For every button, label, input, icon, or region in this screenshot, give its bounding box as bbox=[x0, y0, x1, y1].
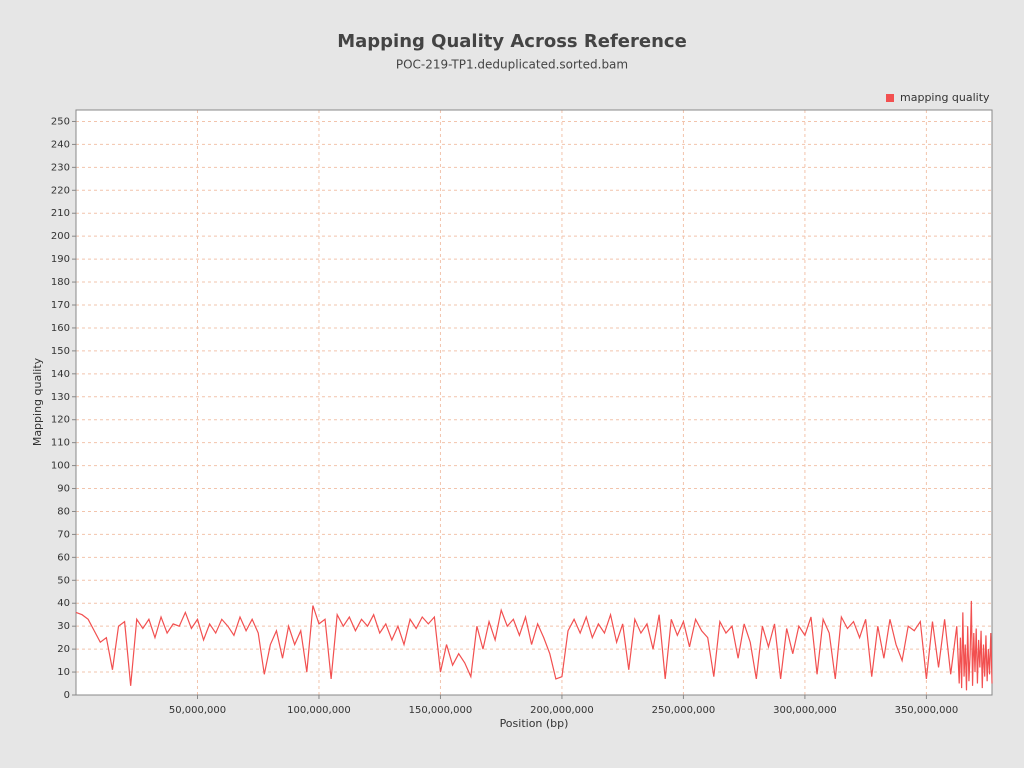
y-tick-label: 40 bbox=[57, 598, 70, 609]
y-tick-label: 220 bbox=[51, 185, 70, 196]
x-tick-label: 300,000,000 bbox=[773, 705, 837, 716]
x-tick-label: 250,000,000 bbox=[652, 705, 716, 716]
x-tick-label: 50,000,000 bbox=[169, 705, 226, 716]
data-line bbox=[75, 600, 993, 691]
y-tick-label: 250 bbox=[51, 116, 70, 127]
y-tick-label: 90 bbox=[57, 484, 70, 495]
y-tick-label: 240 bbox=[51, 139, 70, 150]
plot-border bbox=[75, 109, 993, 696]
chart-subtitle: POC-219-TP1.deduplicated.sorted.bam bbox=[396, 58, 628, 72]
y-tick-label: 80 bbox=[57, 506, 70, 517]
legend-swatch bbox=[886, 94, 894, 102]
y-tick-label: 30 bbox=[57, 621, 70, 632]
y-tick-label: 140 bbox=[51, 369, 70, 380]
y-tick-label: 210 bbox=[51, 208, 70, 219]
y-tick-label: 160 bbox=[51, 323, 70, 334]
y-tick-label: 150 bbox=[51, 346, 70, 357]
y-tick-label: 50 bbox=[57, 575, 70, 586]
y-tick-label: 70 bbox=[57, 529, 70, 540]
y-tick-label: 170 bbox=[51, 300, 70, 311]
y-tick-label: 200 bbox=[51, 231, 70, 242]
y-tick-label: 60 bbox=[57, 552, 70, 563]
y-tick-label: 120 bbox=[51, 415, 70, 426]
x-tick-label: 150,000,000 bbox=[409, 705, 473, 716]
y-tick-label: 0 bbox=[64, 690, 70, 701]
y-tick-label: 190 bbox=[51, 254, 70, 265]
legend-label: mapping quality bbox=[900, 91, 990, 104]
plot-area bbox=[76, 110, 992, 695]
y-tick-label: 20 bbox=[57, 644, 70, 655]
y-axis-label: Mapping quality bbox=[31, 357, 44, 446]
x-tick-label: 100,000,000 bbox=[287, 705, 351, 716]
y-tick-label: 180 bbox=[51, 277, 70, 288]
x-tick-label: 200,000,000 bbox=[530, 705, 594, 716]
x-axis-label: Position (bp) bbox=[500, 717, 569, 730]
x-tick-label: 350,000,000 bbox=[895, 705, 959, 716]
y-tick-label: 100 bbox=[51, 461, 70, 472]
y-tick-label: 130 bbox=[51, 392, 70, 403]
y-tick-label: 230 bbox=[51, 162, 70, 173]
chart-title: Mapping Quality Across Reference bbox=[337, 31, 687, 52]
y-tick-label: 10 bbox=[57, 667, 70, 678]
y-tick-label: 110 bbox=[51, 438, 70, 449]
